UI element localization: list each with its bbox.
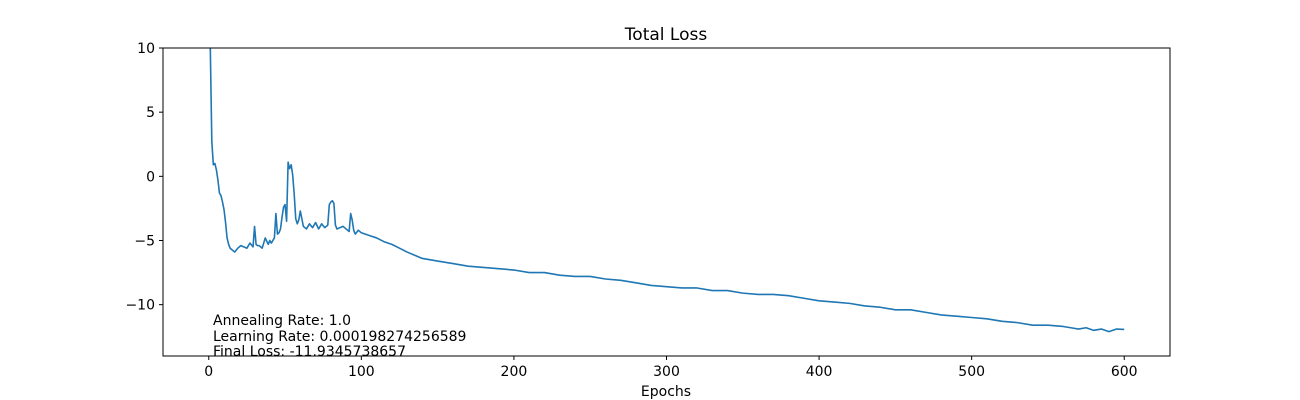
x-tick-label: 300: [653, 364, 680, 380]
x-tick-label: 0: [204, 364, 213, 380]
y-tick-label: −5: [134, 234, 155, 250]
chart-title: Total Loss: [624, 25, 708, 45]
x-axis: 0 100 200 300 400 500 600: [204, 356, 1138, 380]
y-tick-label: −10: [125, 298, 155, 314]
x-tick-label: 200: [501, 364, 528, 380]
y-tick-label: 5: [146, 105, 155, 121]
final-loss-annotation: Final Loss: -11.9345738657: [213, 344, 406, 360]
x-axis-label: Epochs: [641, 384, 691, 400]
y-tick-label: 10: [137, 41, 155, 57]
x-tick-label: 600: [1111, 364, 1138, 380]
y-axis: −10 −5 0 5 10: [125, 41, 163, 314]
annealing-rate-annotation: Annealing Rate: 1.0: [213, 313, 351, 329]
series-line-0: [209, 48, 1125, 333]
axes-frame: [162, 47, 1171, 357]
y-tick-label: 0: [146, 169, 155, 185]
x-tick-label: 100: [348, 364, 375, 380]
x-tick-label: 400: [806, 364, 833, 380]
annotation-block: Annealing Rate: 1.0 Learning Rate: 0.000…: [213, 313, 466, 360]
x-tick-label: 500: [958, 364, 985, 380]
learning-rate-annotation: Learning Rate: 0.000198274256589: [213, 329, 466, 345]
